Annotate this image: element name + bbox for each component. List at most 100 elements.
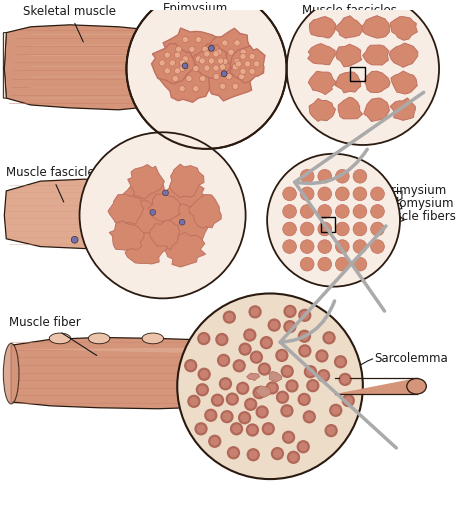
PathPatch shape <box>363 45 389 65</box>
Circle shape <box>240 53 246 60</box>
Circle shape <box>298 308 311 322</box>
Circle shape <box>318 222 332 236</box>
Circle shape <box>213 74 219 80</box>
Circle shape <box>211 393 224 407</box>
PathPatch shape <box>308 71 337 95</box>
Circle shape <box>246 423 259 437</box>
Circle shape <box>353 240 367 253</box>
Circle shape <box>164 52 170 58</box>
Circle shape <box>306 379 319 392</box>
Circle shape <box>267 318 281 332</box>
PathPatch shape <box>148 194 181 222</box>
Circle shape <box>260 364 269 374</box>
PathPatch shape <box>125 230 169 264</box>
Circle shape <box>235 61 242 67</box>
Circle shape <box>322 331 336 345</box>
PathPatch shape <box>338 97 363 119</box>
Circle shape <box>193 65 199 72</box>
Circle shape <box>199 369 209 379</box>
PathPatch shape <box>391 71 417 94</box>
Circle shape <box>342 394 355 407</box>
Circle shape <box>254 388 264 398</box>
PathPatch shape <box>4 179 228 249</box>
Circle shape <box>371 222 384 236</box>
Circle shape <box>244 398 257 411</box>
Circle shape <box>234 40 240 46</box>
Circle shape <box>187 394 201 408</box>
Circle shape <box>336 222 349 236</box>
Circle shape <box>301 204 314 218</box>
Circle shape <box>172 75 178 82</box>
PathPatch shape <box>119 201 170 241</box>
Circle shape <box>219 83 226 90</box>
Circle shape <box>271 447 284 460</box>
Circle shape <box>197 332 210 345</box>
Circle shape <box>186 361 196 371</box>
PathPatch shape <box>165 232 206 267</box>
Circle shape <box>164 67 170 74</box>
Circle shape <box>371 187 384 201</box>
Circle shape <box>285 322 295 332</box>
PathPatch shape <box>13 347 294 355</box>
Ellipse shape <box>407 379 426 394</box>
PathPatch shape <box>189 195 221 228</box>
Circle shape <box>182 63 188 69</box>
Circle shape <box>91 221 98 229</box>
Circle shape <box>213 65 219 71</box>
PathPatch shape <box>265 335 309 349</box>
Circle shape <box>225 312 234 322</box>
Circle shape <box>285 379 299 392</box>
Circle shape <box>253 386 266 399</box>
Circle shape <box>298 330 311 343</box>
Circle shape <box>336 187 349 201</box>
Ellipse shape <box>206 333 227 344</box>
Circle shape <box>220 410 234 423</box>
Circle shape <box>276 390 289 404</box>
PathPatch shape <box>163 177 209 217</box>
Circle shape <box>174 67 181 74</box>
Circle shape <box>318 169 332 183</box>
Circle shape <box>186 75 192 82</box>
Circle shape <box>209 45 214 51</box>
Circle shape <box>264 424 273 434</box>
Circle shape <box>273 449 283 458</box>
PathPatch shape <box>335 379 417 394</box>
Circle shape <box>250 351 263 364</box>
PathPatch shape <box>364 98 390 122</box>
PathPatch shape <box>125 230 169 264</box>
Circle shape <box>304 365 317 379</box>
PathPatch shape <box>150 220 180 250</box>
Circle shape <box>71 236 78 243</box>
PathPatch shape <box>163 28 220 71</box>
Circle shape <box>260 336 273 349</box>
Circle shape <box>275 349 289 362</box>
Circle shape <box>215 333 228 346</box>
Circle shape <box>336 222 349 236</box>
Circle shape <box>250 307 260 317</box>
Circle shape <box>353 258 367 271</box>
Circle shape <box>280 404 293 418</box>
Circle shape <box>336 258 349 271</box>
Text: Muscle fibers: Muscle fibers <box>377 210 456 223</box>
Circle shape <box>220 379 230 389</box>
Circle shape <box>238 411 251 424</box>
Circle shape <box>230 422 243 435</box>
Circle shape <box>254 61 260 67</box>
Circle shape <box>287 381 297 391</box>
PathPatch shape <box>269 371 282 382</box>
PathPatch shape <box>364 98 390 122</box>
Circle shape <box>269 320 279 330</box>
Circle shape <box>234 58 240 64</box>
Text: Muscle fascicles: Muscle fascicles <box>302 4 397 17</box>
PathPatch shape <box>310 16 336 38</box>
Circle shape <box>283 433 293 442</box>
Circle shape <box>213 396 222 405</box>
Circle shape <box>219 377 232 390</box>
Circle shape <box>198 385 207 394</box>
PathPatch shape <box>119 201 170 241</box>
PathPatch shape <box>108 195 144 224</box>
Circle shape <box>238 383 247 393</box>
Circle shape <box>226 392 239 406</box>
Circle shape <box>371 187 384 201</box>
PathPatch shape <box>230 46 265 83</box>
